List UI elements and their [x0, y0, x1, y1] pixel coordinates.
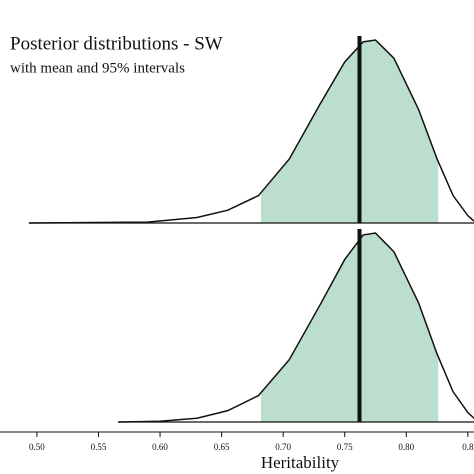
chart-subtitle: with mean and 95% intervals	[10, 60, 185, 76]
x-tick-label: 0.70	[275, 442, 291, 452]
chart-title: Posterior distributions - SW	[10, 33, 223, 54]
x-axis-label: Heritability	[261, 453, 340, 472]
x-tick-label: 0.50	[29, 442, 45, 452]
x-tick-label: 0.60	[152, 442, 168, 452]
x-tick-label: 0.75	[337, 442, 353, 452]
x-tick-label: 0.8	[462, 442, 474, 452]
density-curve	[28, 39, 474, 224]
density-curve	[118, 232, 474, 423]
interval-area	[261, 40, 439, 223]
x-tick-label: 0.65	[214, 442, 230, 452]
x-tick-label: 0.80	[398, 442, 414, 452]
x-tick-label: 0.55	[91, 442, 107, 452]
interval-area	[261, 233, 439, 422]
